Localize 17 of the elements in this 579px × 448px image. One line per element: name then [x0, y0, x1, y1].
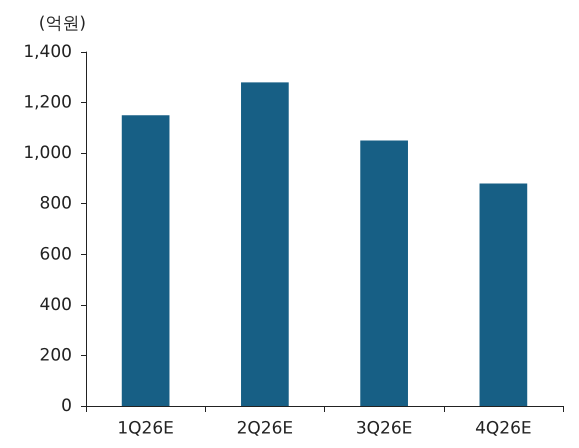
x-tick-label: 1Q26E	[117, 418, 174, 438]
y-tick-label: 1,000	[23, 143, 72, 164]
bar	[122, 115, 170, 406]
bar	[241, 82, 289, 406]
y-tick-label: 800	[40, 194, 72, 214]
x-tick-label: 2Q26E	[236, 418, 294, 438]
y-tick-label: 1,200	[23, 92, 72, 113]
bar	[360, 140, 408, 406]
x-tick-label: 3Q26E	[356, 418, 412, 438]
y-tick-label: 0	[61, 396, 72, 416]
y-axis-title: (억원)	[38, 14, 86, 34]
y-tick-label: 1,400	[23, 42, 72, 62]
x-tick-label: 4Q26E	[475, 418, 532, 438]
bar	[480, 183, 528, 406]
y-tick-label: 200	[40, 345, 72, 366]
y-tick-label: 400	[40, 294, 72, 315]
y-tick-label: 600	[40, 244, 72, 264]
